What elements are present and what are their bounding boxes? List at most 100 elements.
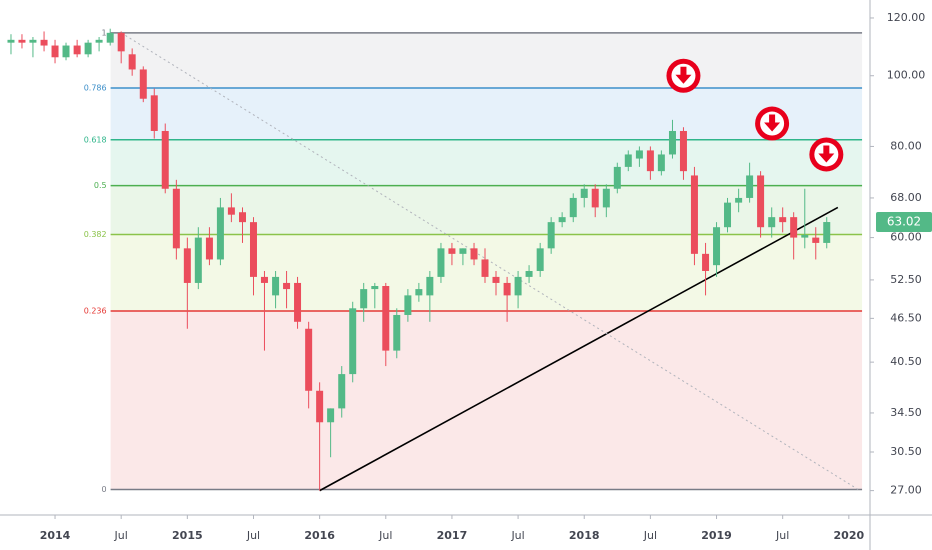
candle-body	[492, 276, 500, 283]
candle-body	[150, 95, 158, 131]
candle-body	[172, 188, 180, 249]
y-tick-label: 100.00	[887, 69, 926, 82]
candle-body	[525, 270, 533, 277]
fib-label: 0.382	[84, 230, 107, 239]
y-tick-label: 80.00	[890, 139, 922, 152]
candle-body	[239, 212, 247, 223]
y-tick-label: 30.50	[890, 445, 922, 458]
candle-body	[437, 248, 445, 277]
candle-body	[95, 39, 103, 43]
candle-body	[624, 154, 632, 167]
candle-body	[7, 39, 15, 43]
candle-body	[316, 390, 324, 423]
last-price-box	[876, 212, 932, 233]
candle-body	[702, 253, 710, 271]
candle-body	[73, 45, 81, 55]
y-tick-label: 40.50	[890, 355, 922, 368]
candle-body	[547, 222, 555, 249]
x-tick-label: Jul	[510, 529, 524, 542]
candle-body	[415, 289, 423, 296]
candle-body	[591, 188, 599, 208]
fib-label: 0.236	[84, 306, 107, 315]
candle-body	[349, 308, 357, 375]
x-tick-label: 2020	[834, 529, 865, 542]
candle-body	[613, 166, 621, 189]
x-tick-label: 2014	[40, 529, 71, 542]
candle-body	[272, 276, 280, 296]
fib-zone	[110, 185, 863, 235]
candle-body	[735, 197, 743, 203]
candle-body	[382, 286, 390, 351]
last-price-label: 63.02	[887, 215, 921, 229]
candle-body	[690, 175, 698, 254]
candle-body	[404, 295, 412, 315]
candle-body	[713, 227, 721, 266]
candle-body	[84, 42, 92, 55]
candle-body	[635, 150, 643, 159]
candle-body	[657, 154, 665, 172]
x-tick-label: 2018	[569, 529, 600, 542]
marker-arrow	[675, 66, 692, 84]
candle-body	[459, 248, 467, 254]
y-tick-label: 120.00	[887, 11, 926, 24]
candle-body	[194, 237, 202, 283]
fib-label: 0.5	[94, 181, 107, 190]
fib-label: 0.786	[84, 84, 107, 93]
candle-body	[40, 39, 48, 46]
x-tick-label: 2017	[437, 529, 468, 542]
y-tick-label: 46.50	[890, 311, 922, 324]
candle-body	[360, 289, 368, 309]
candle-body	[801, 234, 809, 238]
candle-body	[106, 32, 114, 43]
candle-body	[18, 39, 26, 43]
trend-line	[319, 206, 839, 492]
y-tick-label: 34.50	[890, 406, 922, 419]
x-tick-label: Jul	[378, 529, 392, 542]
candle-body	[62, 45, 70, 58]
fib-label: 0	[102, 485, 107, 494]
candle-body	[117, 32, 125, 52]
fib-zone	[110, 32, 863, 89]
x-tick-label: 2015	[172, 529, 203, 542]
fib-zone	[110, 139, 863, 186]
candle-body	[536, 248, 544, 271]
candle-body	[283, 282, 291, 290]
candle-body	[338, 374, 346, 409]
marker-arrow	[764, 114, 781, 132]
candle-body	[183, 248, 191, 283]
candle-body	[371, 286, 379, 290]
candle-body	[514, 276, 522, 296]
candle-body	[558, 217, 566, 223]
candle-body	[327, 408, 335, 423]
candle-body	[679, 130, 687, 172]
candle-body	[426, 276, 434, 296]
candle-body	[305, 328, 313, 391]
y-tick-label: 68.00	[890, 191, 922, 204]
candle-body	[481, 259, 489, 277]
candle-body	[128, 54, 136, 70]
x-tick-label: Jul	[246, 529, 260, 542]
candle-body	[448, 248, 456, 254]
x-tick-label: Jul	[643, 529, 657, 542]
candle-body	[668, 130, 676, 155]
down-arrow-marker	[755, 106, 790, 141]
down-arrow-marker	[809, 137, 844, 172]
x-tick-label: Jul	[775, 529, 789, 542]
candle-body	[580, 188, 588, 198]
y-tick-label: 60.00	[890, 231, 922, 244]
candle-body	[216, 207, 224, 260]
candle-body	[768, 217, 776, 228]
candle-body	[393, 314, 401, 351]
candle-body	[29, 39, 37, 43]
y-tick-label: 27.00	[890, 484, 922, 497]
candle-body	[51, 45, 59, 58]
candle-body	[646, 150, 654, 172]
fib-zone	[110, 88, 863, 140]
candle-body	[470, 248, 478, 260]
candle-body	[260, 276, 268, 283]
candle-body	[757, 175, 765, 228]
x-tick-label: 2019	[701, 529, 732, 542]
candle-body	[503, 282, 511, 296]
